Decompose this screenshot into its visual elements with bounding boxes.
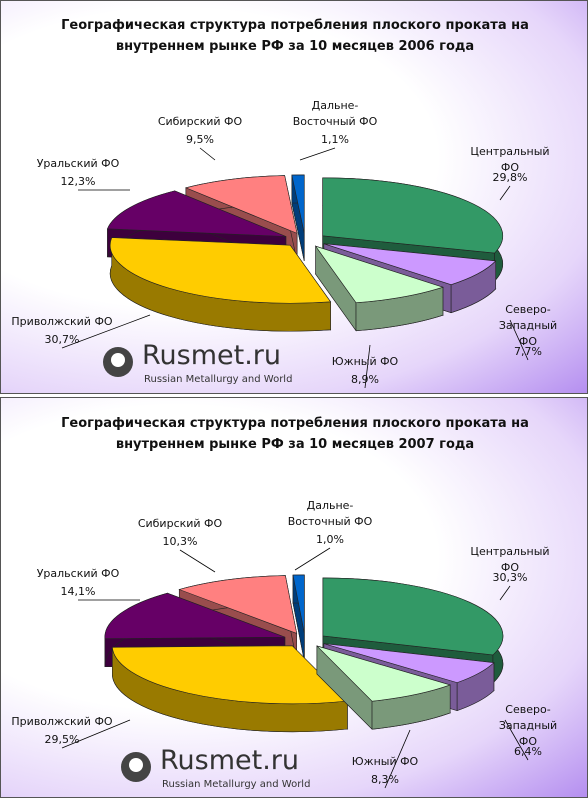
slice-value-label: 1,1% bbox=[321, 133, 349, 146]
slice-top bbox=[112, 645, 349, 705]
leader-line bbox=[61, 314, 151, 349]
slice-top bbox=[291, 174, 305, 233]
pie-slice bbox=[112, 645, 349, 733]
slice-value-label: 6,4% bbox=[514, 745, 542, 758]
pie-slice bbox=[291, 174, 305, 261]
slice-value-label: 8,3% bbox=[371, 773, 399, 786]
slice-value-label: 8,9% bbox=[351, 373, 379, 386]
leader-line bbox=[199, 147, 216, 161]
slice-label: Сибирский ФО bbox=[157, 115, 243, 128]
leader-line bbox=[294, 547, 331, 571]
slice-top bbox=[322, 177, 504, 254]
pie-slice bbox=[109, 237, 332, 332]
slice-value-label: 29,8% bbox=[492, 171, 528, 184]
chart-title: Географическая структура потребления пло… bbox=[61, 18, 529, 54]
slice-value-label: 9,5% bbox=[186, 133, 214, 146]
logo-name: Rusmet.ru bbox=[142, 340, 282, 371]
slice-top bbox=[104, 592, 285, 639]
leader-line bbox=[499, 185, 511, 201]
slice-label: Уральский ФО bbox=[36, 157, 120, 170]
slice-label: Северо- Западный ФО bbox=[498, 303, 558, 348]
slice-value-label: 30,7% bbox=[44, 333, 80, 346]
pie-slice bbox=[316, 645, 452, 730]
leader-line bbox=[61, 719, 131, 749]
slice-value-label: 29,5% bbox=[44, 733, 80, 746]
chart-title: Географическая структура потребления пло… bbox=[61, 416, 529, 452]
slice-top bbox=[292, 574, 305, 633]
leader-line bbox=[364, 344, 371, 389]
leader-line bbox=[499, 585, 511, 601]
slice-label: Северо- Западный ФО bbox=[498, 703, 558, 748]
slice-value-label: 10,3% bbox=[162, 535, 198, 548]
pie-slice bbox=[292, 574, 305, 661]
slice-value-label: 12,3% bbox=[60, 175, 96, 188]
logo-name: Rusmet.ru bbox=[160, 745, 300, 776]
slice-label: Приволжский ФО bbox=[11, 715, 113, 728]
pie-slice bbox=[314, 245, 444, 332]
slice-top bbox=[107, 190, 287, 237]
slice-value-label: 1,0% bbox=[316, 533, 344, 546]
slice-label: Центральный ФО bbox=[470, 145, 550, 174]
logo-tagline: Russian Metallurgy and World bbox=[144, 374, 293, 385]
slice-label: Уральский ФО bbox=[36, 567, 120, 580]
slice-label: Южный ФО bbox=[351, 755, 419, 768]
slice-label: Центральный ФО bbox=[470, 545, 550, 574]
slice-top bbox=[316, 645, 452, 702]
slice-label: Сибирский ФО bbox=[137, 517, 223, 530]
slice-value-label: 30,3% bbox=[492, 571, 528, 584]
slice-top bbox=[178, 575, 298, 634]
slice-top bbox=[323, 643, 495, 683]
leader-line bbox=[384, 729, 411, 789]
slice-top bbox=[323, 243, 497, 285]
leader-line bbox=[504, 719, 529, 761]
leader-line bbox=[299, 147, 336, 161]
slice-top bbox=[109, 237, 332, 304]
logo-tagline: Russian Metallurgy and World bbox=[162, 779, 311, 790]
slice-label: Приволжский ФО bbox=[11, 315, 113, 328]
logo-icon-hole bbox=[129, 758, 143, 772]
slice-label: Южный ФО bbox=[331, 355, 399, 368]
slice-label: Дальне- Восточный ФО bbox=[292, 99, 378, 128]
slice-value-label: 7,7% bbox=[514, 345, 542, 358]
slice-top bbox=[322, 577, 504, 656]
logo-icon-hole bbox=[111, 353, 125, 367]
slice-top bbox=[184, 175, 298, 234]
leader-line bbox=[179, 549, 216, 573]
slice-label: Дальне- Восточный ФО bbox=[287, 499, 373, 528]
slice-top bbox=[314, 245, 444, 304]
leader-line bbox=[509, 319, 529, 361]
slice-value-label: 14,1% bbox=[60, 585, 96, 598]
